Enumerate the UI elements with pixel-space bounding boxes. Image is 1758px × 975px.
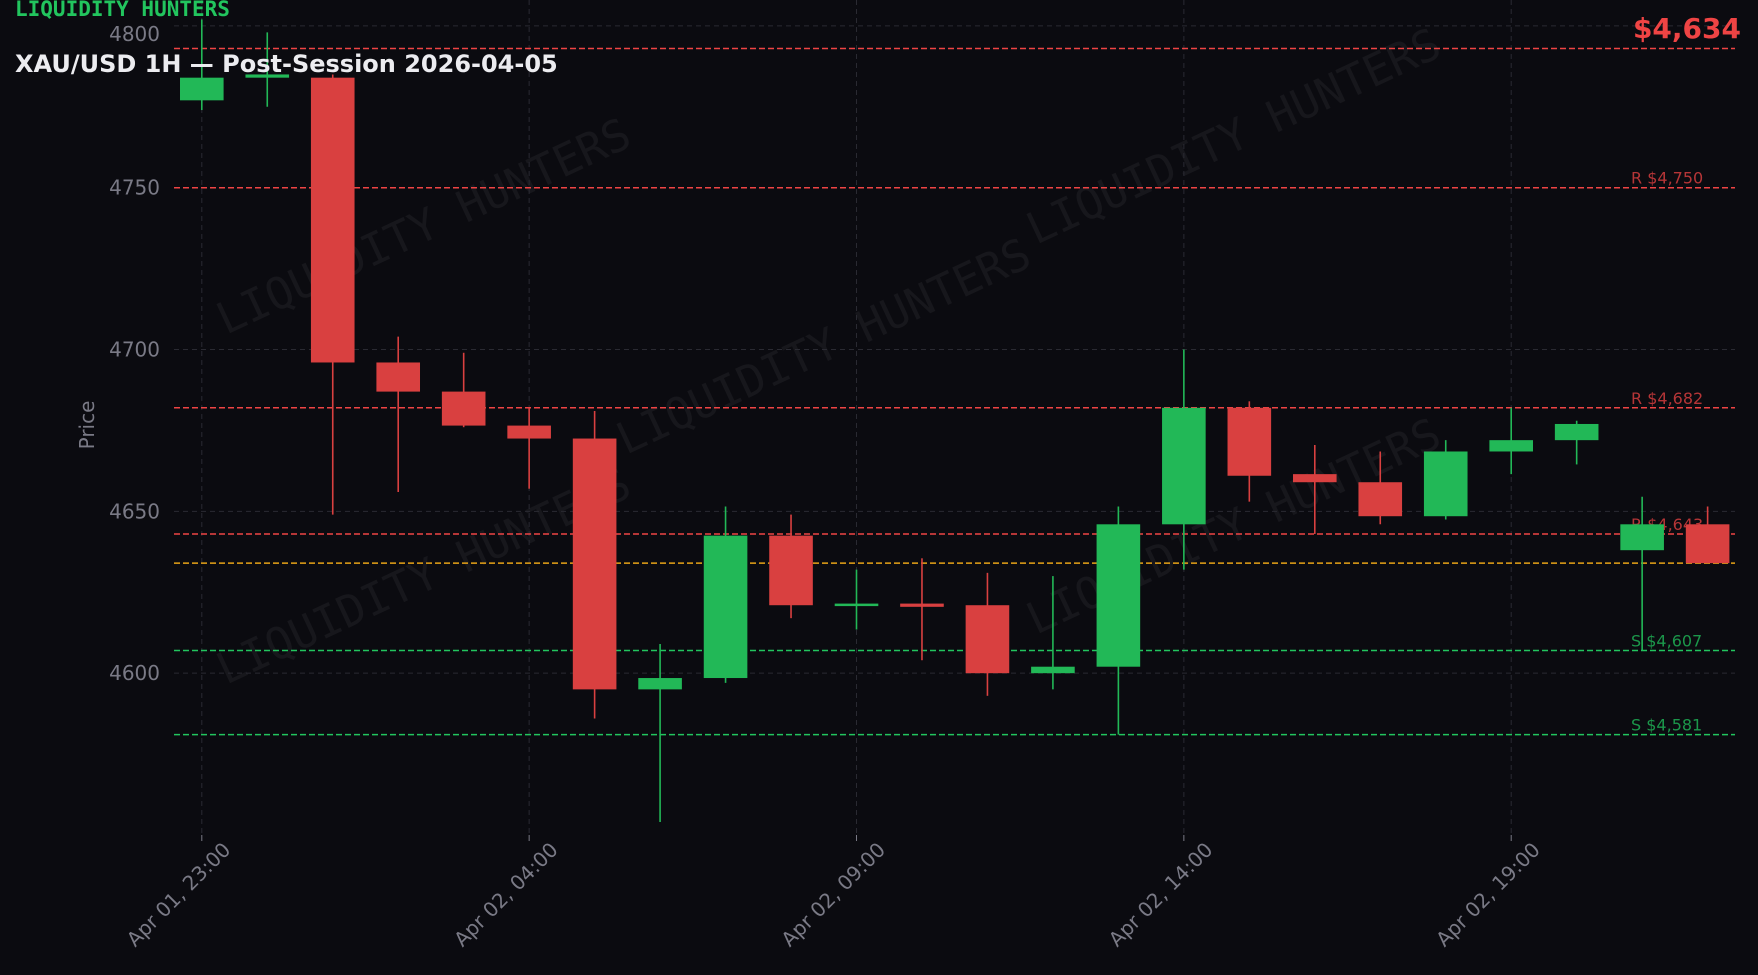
y-tick-label: 4800	[109, 22, 160, 46]
candle-body	[1554, 423, 1599, 441]
candle	[507, 407, 551, 489]
candle-body	[507, 425, 551, 439]
y-tick-label: 4750	[109, 176, 160, 200]
candle-body	[703, 535, 748, 679]
x-tick-label: Apr 02, 14:00	[1104, 838, 1218, 952]
candle-body	[1096, 524, 1141, 667]
watermark-text: LIQUIDITY HUNTERS	[1019, 19, 1449, 256]
candle-body	[1227, 407, 1272, 476]
resistance-level-label: R $4,750	[1631, 169, 1703, 188]
candle	[1489, 407, 1533, 475]
candle	[572, 411, 617, 719]
candle	[245, 32, 290, 107]
chart-title: XAU/USD 1H — Post-Session 2026-04-05	[15, 50, 558, 78]
candle	[180, 19, 224, 111]
candle-body	[441, 391, 486, 426]
current-price-label: $4,634	[1632, 12, 1741, 45]
candle	[638, 644, 682, 823]
watermark-text: LIQUIDITY HUNTERS	[609, 229, 1039, 466]
candle-body	[310, 77, 355, 363]
x-tick-label: Apr 01, 23:00	[122, 838, 236, 952]
candle	[1620, 496, 1664, 651]
x-tick-label: Apr 02, 19:00	[1431, 838, 1545, 952]
candle	[310, 74, 355, 515]
candle	[703, 506, 748, 683]
x-tick-label: Apr 02, 04:00	[449, 838, 563, 952]
y-tick-label: 4650	[109, 499, 160, 523]
candle-body	[834, 603, 879, 607]
candle	[965, 572, 1010, 696]
candle	[441, 352, 486, 428]
grid	[174, 0, 1735, 835]
candle-body	[1685, 524, 1730, 564]
support-level-label: S $4,581	[1631, 716, 1702, 735]
candle-body	[1620, 524, 1664, 551]
support-level-label: S $4,607	[1631, 632, 1702, 651]
candle	[769, 514, 813, 619]
candle-body	[376, 362, 421, 392]
candle	[1554, 420, 1599, 465]
candle-body	[769, 535, 813, 606]
candle	[834, 569, 879, 630]
candle-body	[180, 77, 224, 101]
candle	[1685, 506, 1730, 564]
candle-body	[1162, 407, 1206, 525]
candle	[1227, 401, 1272, 502]
watermark-text: LIQUIDITY HUNTERS	[209, 109, 639, 346]
candle	[1031, 576, 1075, 690]
x-tick-label: Apr 02, 09:00	[776, 838, 890, 952]
y-tick-label: 4600	[109, 661, 160, 685]
candle-body	[638, 678, 682, 690]
candle	[1096, 506, 1141, 735]
candle-body	[1358, 482, 1403, 517]
candle-body	[965, 605, 1010, 674]
y-tick-label: 4700	[109, 338, 160, 362]
candle	[1162, 349, 1206, 570]
candle-body	[1489, 440, 1533, 452]
candle	[1423, 440, 1468, 520]
candle	[1358, 451, 1403, 525]
candle	[900, 558, 944, 661]
candle	[376, 336, 421, 492]
candle-body	[900, 603, 944, 607]
candle	[1292, 445, 1337, 535]
resistance-level-label: R $4,682	[1631, 389, 1703, 408]
candle-body	[1292, 474, 1337, 483]
y-axis-label: Price	[75, 401, 99, 450]
brand-label: LIQUIDITY HUNTERS	[15, 0, 230, 21]
candle-body	[1423, 451, 1468, 517]
candles	[180, 19, 1730, 823]
candle-body	[245, 74, 290, 78]
candle-body	[1031, 666, 1075, 674]
candle-body	[572, 438, 617, 690]
